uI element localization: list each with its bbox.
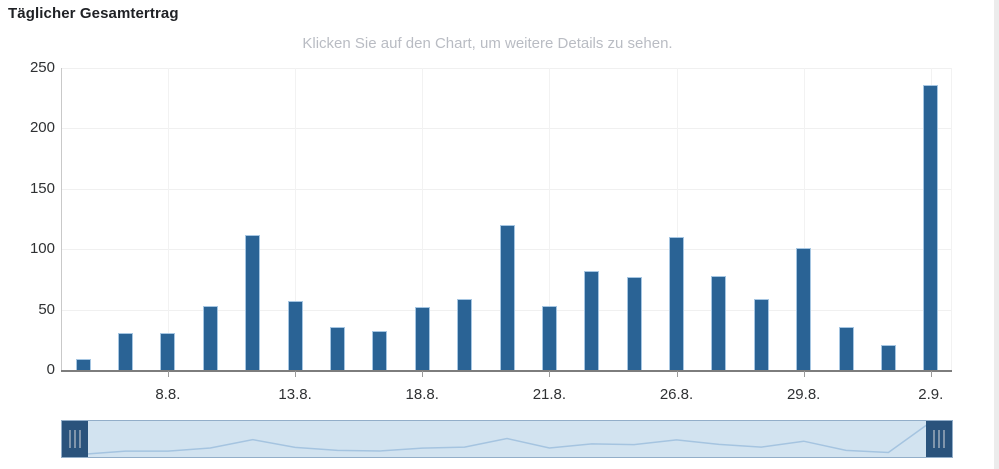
bar-day-5[interactable] [245, 234, 261, 370]
x-axis-tick-mark [549, 371, 551, 377]
bar-day-16[interactable] [711, 275, 727, 370]
grip-line-icon [74, 430, 76, 448]
range-navigator[interactable] [61, 420, 953, 458]
gridline-vertical [676, 68, 678, 370]
x-axis-tick-label: 2.9. [918, 386, 944, 403]
y-axis-tick-label: 150 [29, 179, 55, 197]
bar-day-2[interactable] [118, 332, 134, 370]
bar-day-7[interactable] [329, 326, 345, 370]
y-axis-tick-label: 200 [29, 119, 55, 137]
grip-line-icon [938, 430, 940, 448]
chart-title: Täglicher Gesamtertrag [8, 5, 179, 22]
bar-day-1[interactable] [75, 359, 91, 370]
x-axis-tick-mark [676, 371, 678, 377]
bar-day-3[interactable] [160, 332, 176, 370]
x-axis-tick-mark [930, 371, 932, 377]
bar-day-14[interactable] [626, 276, 642, 370]
navigator-left-handle[interactable] [62, 421, 88, 457]
x-axis-tick-mark [803, 371, 805, 377]
gridline-horizontal [62, 188, 952, 190]
y-axis-tick-label: 0 [46, 361, 55, 378]
plot-area[interactable] [62, 68, 952, 370]
x-axis-tick-label: 21.8. [532, 386, 567, 403]
navigator-series-line [83, 421, 932, 455]
bar-day-15[interactable] [669, 237, 685, 370]
bar-day-19[interactable] [838, 326, 854, 370]
bar-day-9[interactable] [414, 307, 430, 370]
x-axis-tick-label: 29.8. [786, 386, 821, 403]
y-axis-tick-label: 50 [38, 300, 55, 318]
x-axis-line [61, 370, 952, 372]
bar-day-11[interactable] [499, 225, 515, 370]
gridline-vertical [549, 68, 551, 370]
grip-line-icon [933, 430, 935, 448]
grip-line-icon [69, 430, 71, 448]
chart-subtitle: Klicken Sie auf den Chart, um weitere De… [302, 35, 673, 52]
grip-line-icon [79, 430, 81, 448]
gridline-vertical [422, 68, 424, 370]
x-axis-tick-mark [167, 371, 169, 377]
x-axis-tick-mark [422, 371, 424, 377]
x-axis-tick-label: 18.8. [405, 386, 439, 403]
y-axis-tick-label: 250 [29, 59, 55, 76]
bar-day-4[interactable] [202, 305, 218, 370]
gridline-horizontal [62, 128, 952, 130]
y-axis-line [61, 68, 62, 370]
grip-line-icon [943, 430, 945, 448]
bar-day-6[interactable] [287, 301, 303, 370]
x-axis-tick-label: 8.8. [155, 386, 181, 403]
x-axis-tick-mark [295, 371, 297, 377]
bar-day-21[interactable] [923, 84, 939, 370]
bar-day-12[interactable] [541, 305, 557, 370]
bar-day-20[interactable] [880, 344, 896, 370]
bar-day-8[interactable] [372, 331, 388, 370]
page-scrollbar-track[interactable] [994, 0, 999, 469]
gridline-horizontal [62, 68, 952, 69]
bar-day-10[interactable] [457, 298, 473, 370]
gridline-vertical [295, 68, 297, 370]
bar-day-18[interactable] [796, 248, 812, 370]
x-axis-tick-label: 13.8. [278, 386, 312, 403]
gridline-vertical [167, 68, 169, 370]
bar-day-13[interactable] [584, 270, 600, 370]
bar-day-17[interactable] [753, 298, 769, 370]
y-axis-tick-label: 100 [29, 240, 55, 258]
gridline-vertical [803, 68, 805, 370]
x-axis-tick-label: 26.8. [659, 386, 694, 403]
navigator-right-handle[interactable] [926, 421, 952, 457]
gridline-vertical [951, 68, 952, 370]
